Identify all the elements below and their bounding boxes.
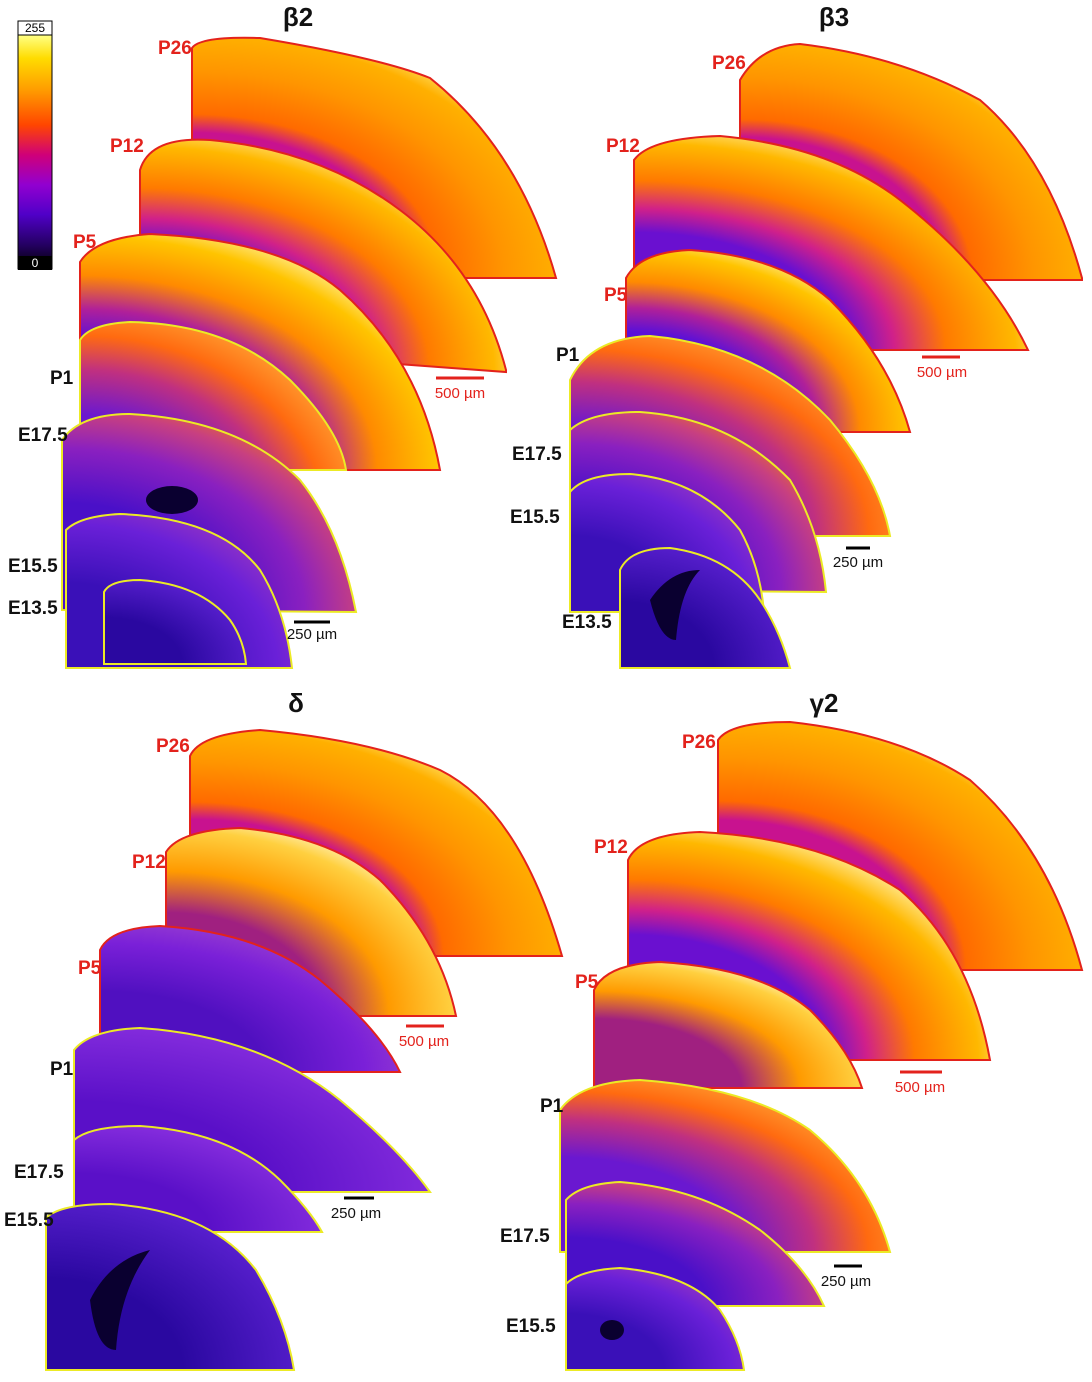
age-label-e17-5: E17.5 — [512, 444, 562, 465]
section-p1 — [79, 320, 348, 530]
age-label-e17-5: E17.5 — [14, 1162, 64, 1183]
age-label-e15-5: E15.5 — [506, 1316, 556, 1337]
scalebar-250-label: 250 µm — [821, 1273, 871, 1290]
age-label-e13-5: E13.5 — [8, 598, 58, 619]
age-label-p26: P26 — [682, 732, 716, 753]
colorbar-gradient — [17, 20, 53, 270]
section-e15-5 — [565, 1266, 746, 1371]
section-e13-5 — [103, 578, 248, 665]
scalebar-250-label: 250 µm — [331, 1205, 381, 1222]
ventricle — [146, 486, 198, 514]
colorbar-max-label: 255 — [25, 21, 45, 35]
age-label-p12: P12 — [132, 852, 166, 873]
age-label-p12: P12 — [594, 837, 628, 858]
age-label-p12: P12 — [606, 136, 640, 157]
age-label-p5: P5 — [575, 972, 599, 993]
scalebar-250-label: 250 µm — [833, 554, 883, 571]
scalebar-500-label: 500 µm — [399, 1033, 449, 1050]
panel-beta2: β2 P26 P12 P5 P1 E17.5 E15.5 E13.5 500 µ… — [8, 2, 558, 669]
colorbar-min-label: 0 — [32, 256, 39, 270]
panel-gamma2: γ2 P26 P12 P5 P1 E17.5 E15.5 500 µm 250 … — [500, 688, 1084, 1371]
panel-beta3: β3 P26 P12 P5 P1 E17.5 E15.5 E13.5 500 µ… — [510, 2, 1083, 669]
age-label-p5: P5 — [604, 285, 628, 306]
age-label-p5: P5 — [78, 958, 102, 979]
age-label-e15-5: E15.5 — [510, 507, 560, 528]
panel-title: β3 — [819, 2, 849, 32]
section-e13-5 — [619, 546, 792, 669]
age-label-e17-5: E17.5 — [500, 1226, 550, 1247]
scalebar-500-label: 500 µm — [435, 385, 485, 402]
age-label-e17-5: E17.5 — [18, 425, 68, 446]
ventricle — [650, 570, 700, 640]
panel-title: β2 — [283, 2, 313, 32]
section-e17-5 — [73, 1124, 324, 1233]
scalebar-500-label: 500 µm — [917, 364, 967, 381]
panel-delta: δ P26 P12 P5 P1 E17.5 E15.5 500 µm 250 µ… — [4, 688, 564, 1371]
scalebar-500-label: 500 µm — [895, 1079, 945, 1096]
age-label-e15-5: E15.5 — [4, 1210, 54, 1231]
panel-title: δ — [288, 688, 304, 718]
age-label-e13-5: E13.5 — [562, 612, 612, 633]
colorbar: 255 0 — [17, 20, 53, 270]
ventricle — [90, 1250, 150, 1350]
age-label-e15-5: E15.5 — [8, 556, 58, 577]
panel-title: γ2 — [810, 688, 839, 718]
scalebar-250-label: 250 µm — [287, 626, 337, 643]
age-label-p26: P26 — [156, 736, 190, 757]
age-label-p1: P1 — [540, 1096, 564, 1117]
age-label-p12: P12 — [110, 136, 144, 157]
ventricle — [600, 1320, 624, 1340]
age-label-p1: P1 — [556, 345, 580, 366]
age-label-p1: P1 — [50, 1059, 74, 1080]
age-label-p5: P5 — [73, 232, 97, 253]
age-label-p26: P26 — [158, 38, 192, 59]
age-label-p26: P26 — [712, 53, 746, 74]
age-label-p1: P1 — [50, 368, 74, 389]
section-p5 — [593, 960, 864, 1089]
